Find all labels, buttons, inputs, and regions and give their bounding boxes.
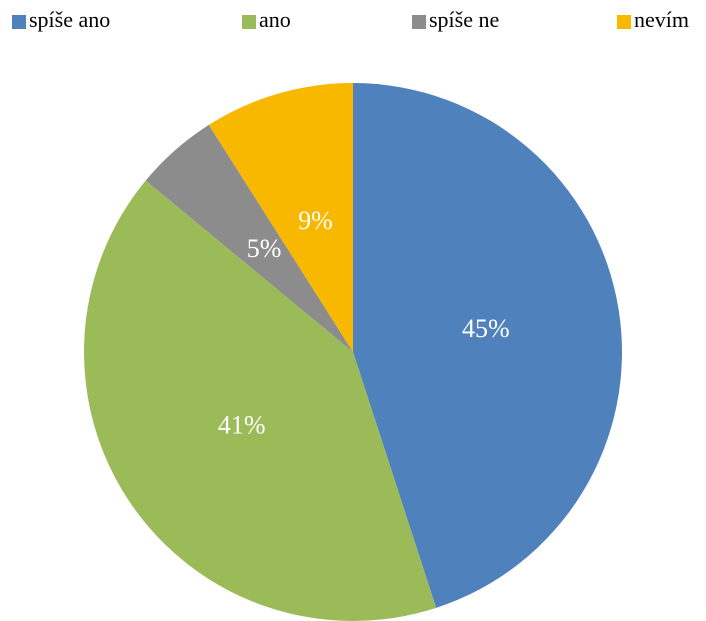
- slice-label: 9%: [298, 206, 333, 235]
- legend-swatch: [412, 15, 426, 29]
- pie-slice: [208, 83, 353, 352]
- pie-slice: [84, 180, 437, 621]
- pie-slice: [353, 83, 623, 608]
- legend-text: ano: [259, 7, 291, 32]
- legend-text: spíše ano: [29, 7, 110, 32]
- legend-text: spíše ne: [429, 7, 499, 32]
- legend-swatch: [12, 15, 26, 29]
- legend-swatch: [242, 15, 256, 29]
- slice-label: 5%: [247, 234, 282, 263]
- legend-text: nevím: [634, 7, 689, 32]
- slice-label: 45%: [462, 314, 510, 343]
- slice-label: 41%: [218, 411, 266, 440]
- pie-slice: [145, 124, 353, 352]
- legend-swatch: [617, 15, 631, 29]
